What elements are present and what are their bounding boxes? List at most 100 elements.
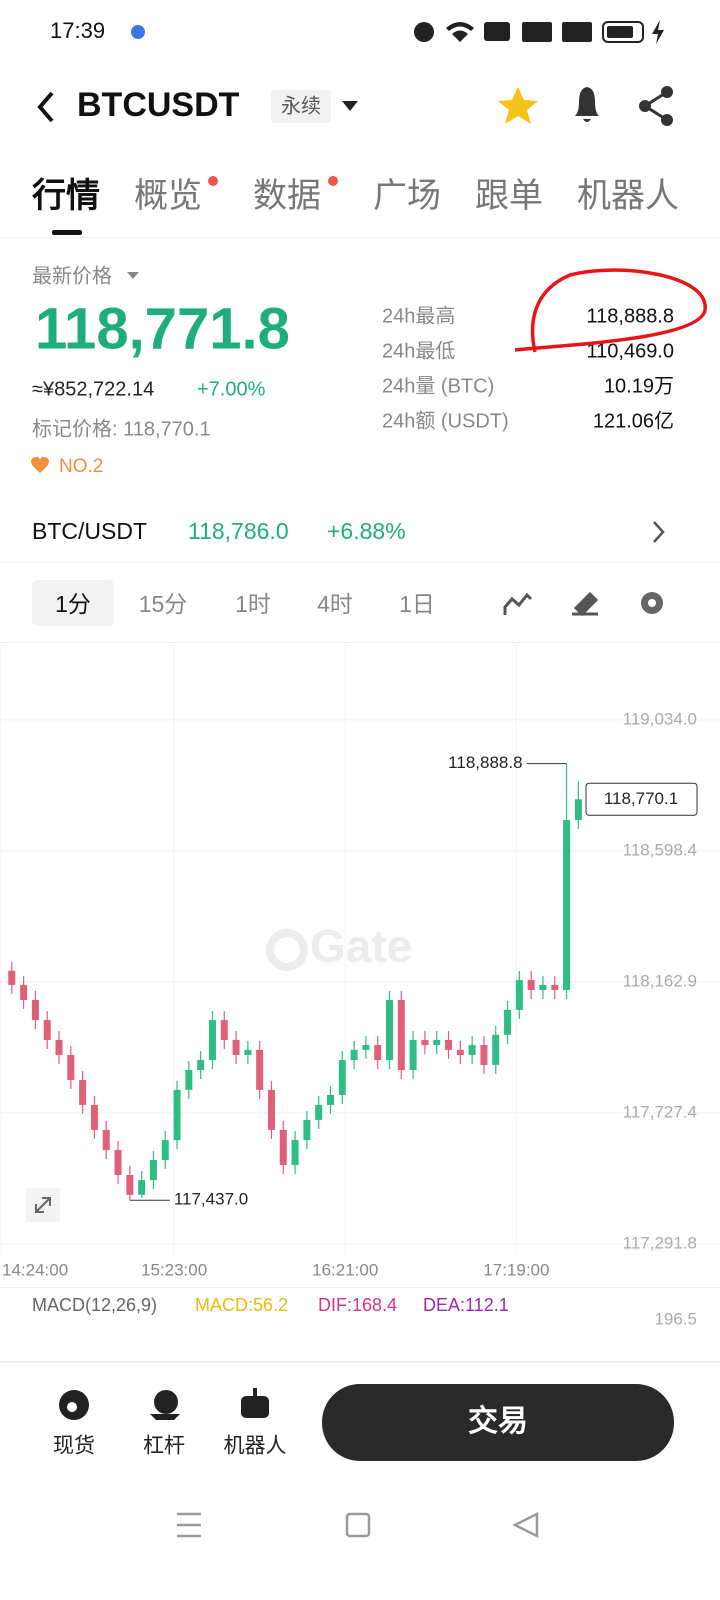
y-tick-label: 118,598.4 — [623, 840, 697, 859]
candle-body — [244, 1049, 252, 1055]
candle-body — [350, 1049, 358, 1061]
home-key[interactable] — [345, 1512, 371, 1538]
tab[interactable]: 跟单 — [475, 177, 543, 215]
badge: 永续 — [281, 94, 321, 117]
low-label: 117,437.0 — [174, 1190, 248, 1209]
candle-body — [31, 999, 39, 1021]
alert[interactable] — [575, 87, 599, 122]
candle-body — [563, 820, 571, 991]
candle-body — [208, 1020, 216, 1061]
divider — [0, 237, 720, 238]
rank: NO.2 — [59, 456, 103, 477]
tab[interactable]: 概览 — [134, 177, 202, 215]
nav-item[interactable]: 机器人 — [224, 1435, 287, 1458]
last-price-box — [585, 782, 698, 816]
candle-body — [55, 1039, 63, 1055]
candle-body — [480, 1045, 488, 1065]
bot-icon — [241, 1396, 269, 1418]
bot-antenna — [253, 1388, 257, 1396]
candle-body — [197, 1060, 205, 1071]
nav-item[interactable]: 杠杆 — [143, 1435, 185, 1458]
candle-body — [138, 1180, 146, 1195]
interval[interactable]: 4时 — [317, 591, 353, 617]
divider — [0, 1361, 720, 1363]
interval[interactable]: 15分 — [139, 591, 188, 617]
stat-label: 24h量 (BTC) — [382, 375, 494, 397]
candle-body — [8, 970, 16, 985]
tab[interactable]: 机器人 — [577, 177, 679, 215]
macd-axis-label: 196.5 — [654, 1309, 697, 1328]
candle-body — [515, 980, 523, 1010]
clock: 17:39 — [50, 18, 105, 43]
candle-body — [43, 1020, 51, 1040]
candle-body — [149, 1159, 157, 1181]
watermark: Gate — [310, 920, 412, 972]
badge-dot — [208, 176, 218, 186]
stat-label: 24h额 (USDT) — [382, 409, 509, 432]
candle-body — [303, 1119, 311, 1141]
expand-icon — [35, 1197, 51, 1213]
interval[interactable]: 1日 — [399, 591, 435, 617]
candle-body — [386, 999, 394, 1061]
stat-label: 24h最低 — [382, 339, 455, 362]
trade-button[interactable] — [322, 1384, 674, 1461]
x-tick-label: 17:19:00 — [483, 1260, 549, 1279]
candle-body — [256, 1049, 264, 1090]
stat-value: 118,888.8 — [587, 305, 675, 327]
pair-change: +6.88% — [327, 518, 406, 544]
x-tick-label: 14:24:00 — [2, 1260, 68, 1279]
x-tick-label: 15:23:00 — [141, 1260, 207, 1279]
candle-body — [185, 1070, 193, 1090]
draw-button[interactable] — [572, 591, 599, 617]
y-tick-label: 117,727.4 — [623, 1102, 697, 1121]
interval[interactable]: 1分 — [55, 591, 91, 617]
candle-body — [126, 1174, 134, 1195]
candle-body — [67, 1054, 75, 1080]
candle-body — [220, 1020, 228, 1040]
macd-value: MACD:56.2 — [195, 1295, 288, 1315]
spot-icon-hole — [67, 1402, 77, 1412]
candle-body — [279, 1129, 287, 1166]
app-icon — [131, 25, 145, 39]
pair-price: 118,786.0 — [188, 518, 289, 544]
menu-key[interactable] — [177, 1512, 201, 1538]
back-button[interactable] — [37, 91, 54, 123]
tab[interactable]: 广场 — [373, 177, 441, 215]
tab[interactable]: 数据 — [253, 177, 321, 215]
settings-hole — [648, 599, 656, 607]
dif-value: DIF:168.4 — [318, 1295, 397, 1315]
divider — [0, 642, 720, 643]
candle-body — [574, 799, 582, 821]
cny-price: ≈¥852,722.14 — [32, 378, 154, 400]
tab[interactable]: 行情 — [32, 177, 100, 215]
dea-value: DEA:112.1 — [423, 1295, 509, 1315]
change: +7.00% — [197, 378, 266, 400]
candle-body — [456, 1049, 464, 1055]
hand-annotation — [514, 268, 707, 353]
chevron[interactable] — [653, 521, 665, 543]
nav-item[interactable]: 现货 — [53, 1435, 95, 1458]
back-key[interactable] — [512, 1511, 539, 1539]
divider — [0, 1287, 720, 1288]
pair-name[interactable]: BTC/USDT — [32, 518, 147, 544]
dropdown[interactable] — [342, 101, 358, 111]
share[interactable] — [639, 86, 673, 126]
interval-selected — [32, 580, 114, 626]
candle-body — [492, 1034, 500, 1065]
system-nav — [177, 1511, 539, 1539]
dropdown[interactable] — [127, 272, 139, 279]
candle-body — [551, 984, 559, 991]
x-tick-label: 16:21:00 — [312, 1260, 378, 1279]
candle-body — [161, 1140, 169, 1160]
status-icons — [414, 20, 664, 44]
price-label: 最新价格 — [32, 264, 112, 287]
candle-body — [539, 984, 547, 991]
candle-body — [79, 1079, 87, 1105]
candle-body — [468, 1045, 476, 1055]
divider — [0, 562, 720, 563]
interval[interactable]: 1时 — [235, 591, 271, 617]
indicator-button[interactable] — [503, 592, 533, 615]
candle-body — [173, 1089, 181, 1141]
stat-value: 110,469.0 — [587, 340, 675, 362]
favorite[interactable] — [498, 87, 538, 124]
